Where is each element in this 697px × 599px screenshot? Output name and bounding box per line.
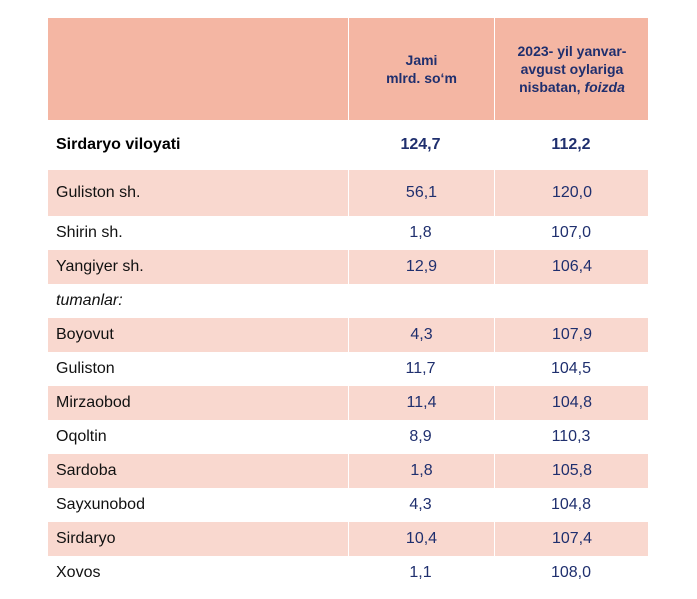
row-percent: 107,0 — [550, 224, 592, 241]
row-total: 1,8 — [409, 224, 432, 241]
row-percent: 110,3 — [551, 428, 591, 445]
table-row: Sirdaryo 10,4 107,4 — [48, 522, 648, 556]
row-total: 4,3 — [348, 318, 494, 352]
row-name: Xovos — [56, 564, 101, 581]
row-percent: 104,8 — [494, 386, 649, 420]
table-row: Sayxunobod 4,3 104,8 — [48, 488, 648, 522]
row-name: Guliston — [56, 360, 115, 377]
row-name: Sirdaryo — [56, 530, 116, 547]
table-row: Boyovut 4,3 107,9 — [48, 318, 648, 352]
row-percent: 105,8 — [494, 454, 649, 488]
row-name: Mirzaobod — [56, 394, 131, 411]
row-name: Boyovut — [56, 326, 114, 343]
header-percent-label: 2023- yil yanvar- avgust oylariga nisbat… — [518, 42, 627, 96]
row-percent: 104,5 — [550, 360, 592, 377]
row-total: 10,4 — [348, 522, 494, 556]
row-total: 8,9 — [409, 428, 432, 445]
header-percent-cell: 2023- yil yanvar- avgust oylariga nisbat… — [494, 18, 649, 120]
row-total: 56,1 — [348, 170, 494, 216]
table-header: Jami mlrd. so‘m 2023- yil yanvar- avgust… — [48, 18, 648, 120]
header-total-label: Jami mlrd. so‘m — [386, 52, 457, 86]
row-percent: 107,9 — [494, 318, 649, 352]
table-row-section: tumanlar: — [48, 284, 648, 318]
row-name: Guliston sh. — [56, 184, 141, 201]
row-name: Oqoltin — [56, 428, 107, 445]
row-percent: 107,4 — [494, 522, 649, 556]
table-row: Sardoba 1,8 105,8 — [48, 454, 648, 488]
row-percent: 112,2 — [551, 136, 591, 153]
table-row: Shirin sh. 1,8 107,0 — [48, 216, 648, 250]
row-total: 4,3 — [409, 496, 432, 513]
table-row-region: Sirdaryo viloyati 124,7 112,2 — [48, 120, 648, 170]
table-row: Yangiyer sh. 12,9 106,4 — [48, 250, 648, 284]
row-total: 11,7 — [405, 360, 436, 377]
row-name: Sayxunobod — [56, 496, 145, 513]
header-total-cell: Jami mlrd. so‘m — [348, 18, 494, 120]
row-percent: 104,8 — [550, 496, 592, 513]
row-name: Sardoba — [56, 462, 117, 479]
header-empty-cell — [48, 18, 347, 120]
row-name: Yangiyer sh. — [56, 258, 144, 275]
row-total: 12,9 — [348, 250, 494, 284]
section-label: tumanlar: — [56, 292, 123, 309]
row-total: 1,1 — [409, 564, 432, 581]
statistics-table: Jami mlrd. so‘m 2023- yil yanvar- avgust… — [48, 18, 648, 590]
table-row: Mirzaobod 11,4 104,8 — [48, 386, 648, 420]
table-row: Guliston sh. 56,1 120,0 — [48, 170, 648, 216]
row-percent: 108,0 — [550, 564, 592, 581]
row-percent: 120,0 — [494, 170, 649, 216]
row-name: Shirin sh. — [56, 224, 123, 241]
row-total: 1,8 — [348, 454, 494, 488]
row-total: 11,4 — [348, 386, 494, 420]
table-row: Oqoltin 8,9 110,3 — [48, 420, 648, 454]
table-row: Guliston 11,7 104,5 — [48, 352, 648, 386]
row-percent: 106,4 — [494, 250, 649, 284]
table-row: Xovos 1,1 108,0 — [48, 556, 648, 590]
header-percent-unit: foizda — [584, 79, 625, 95]
row-name: Sirdaryo viloyati — [56, 136, 181, 153]
header-percent-main: 2023- yil yanvar- avgust oylariga nisbat… — [517, 43, 627, 95]
row-total: 124,7 — [400, 136, 441, 153]
